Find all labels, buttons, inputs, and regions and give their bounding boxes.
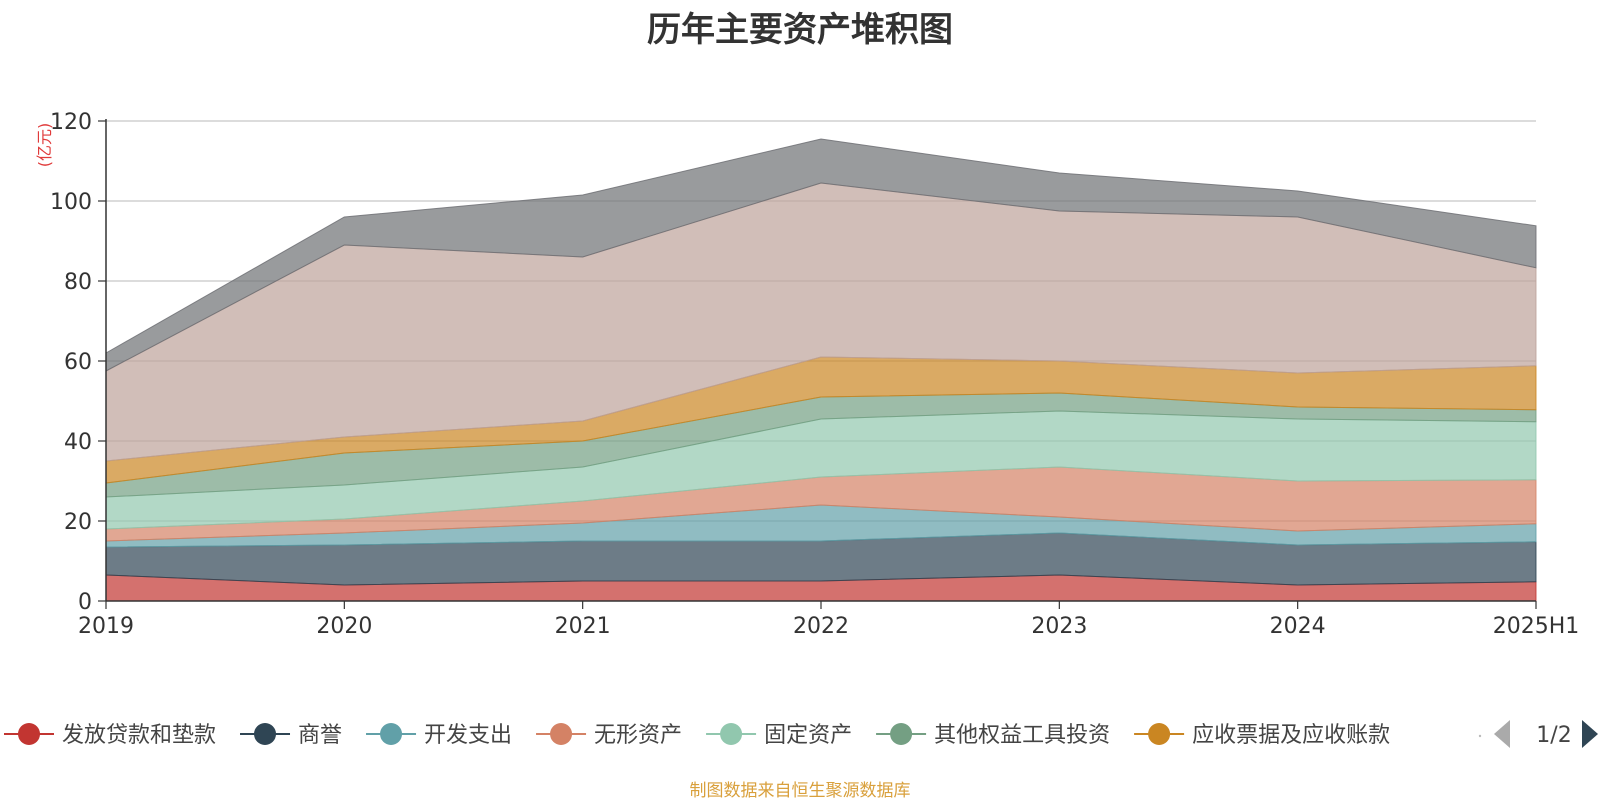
legend-item[interactable]: 发放贷款和垫款	[4, 723, 216, 748]
area-layer	[105, 138, 1537, 602]
legend-item[interactable]: 固定资产	[706, 723, 852, 748]
axis-layer: 0 20 40 60 80 100 120 2019 2020 2021 2022 2023 2024 2…	[50, 110, 1579, 639]
legend-label: 其他权益工具投资	[934, 723, 1110, 748]
legend-item[interactable]: 应收票据及应收账款	[1134, 723, 1390, 748]
legend-label: 商誉	[298, 723, 342, 748]
y-axis-unit-label: (亿元)	[35, 123, 54, 168]
x-tick-label: 2021	[555, 614, 611, 639]
source-note: 制图数据来自恒生聚源数据库	[689, 781, 911, 801]
legend-marker	[254, 723, 277, 745]
y-tick-label: 20	[64, 510, 92, 535]
x-tick-label: 2020	[316, 614, 372, 639]
legend-item[interactable]: 商誉	[240, 723, 342, 748]
legend-marker	[550, 723, 573, 745]
legend-label: 发放贷款和垫款	[62, 723, 216, 748]
legend-label: 固定资产	[764, 723, 852, 748]
legend-item[interactable]: 开发支出	[366, 723, 512, 748]
x-tick-label: 2024	[1270, 614, 1326, 639]
x-tick-label: 2025H1	[1493, 614, 1580, 639]
y-tick-label: 60	[64, 350, 92, 375]
y-tick-label: 40	[64, 430, 92, 455]
legend-marker	[890, 723, 913, 745]
y-tick-label: 80	[64, 270, 92, 295]
legend-label: 无形资产	[594, 723, 682, 748]
legend-page-label: 1/2	[1536, 723, 1571, 748]
area-series-8	[105, 138, 1537, 372]
legend-item[interactable]: 其他权益工具投资	[876, 723, 1110, 748]
legend-marker	[720, 723, 743, 745]
legend-item[interactable]: 无形资产	[536, 723, 682, 748]
legend-label: 应收票据及应收账款	[1192, 723, 1390, 748]
legend-marker	[1148, 723, 1171, 745]
x-tick-label: 2023	[1031, 614, 1087, 639]
x-tick-label: 2022	[793, 614, 849, 639]
chart-title: 历年主要资产堆积图	[647, 10, 953, 50]
triangle-left-icon[interactable]	[1494, 720, 1510, 748]
legend-marker	[18, 723, 40, 745]
legend-marker	[380, 723, 403, 745]
x-tick-label: 2019	[78, 614, 134, 639]
legend-overflow-dot	[1478, 734, 1482, 738]
y-tick-label: 0	[78, 590, 92, 615]
legend-label: 开发支出	[424, 723, 512, 748]
legend: 发放贷款和垫款 商誉 开发支出 无形资产 固定资产 其他权益工具投资 应收票据及应收账款 1/…	[4, 720, 1598, 748]
y-tick-label: 100	[50, 190, 92, 215]
triangle-right-icon[interactable]	[1582, 720, 1598, 748]
y-tick-label: 120	[50, 110, 92, 135]
